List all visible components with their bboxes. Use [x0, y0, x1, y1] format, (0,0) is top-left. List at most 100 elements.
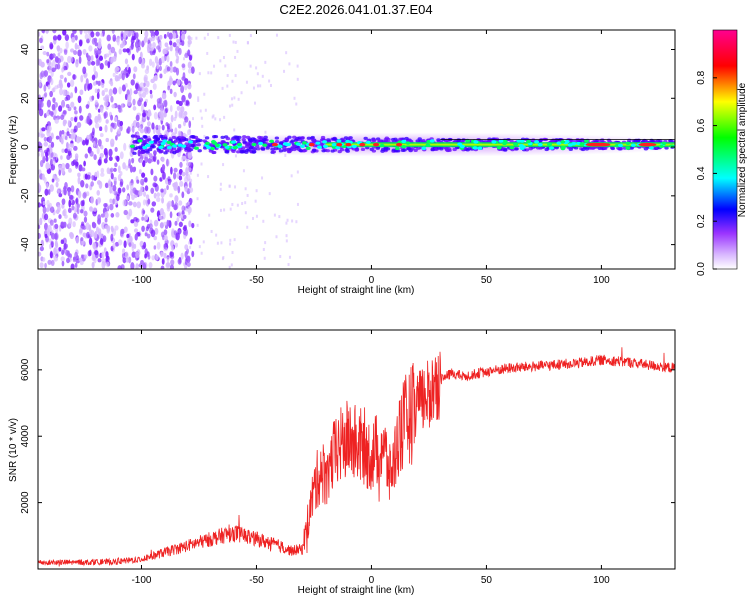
faint-cell [252, 86, 255, 90]
faint-cell [275, 33, 278, 37]
faint-cell [264, 130, 267, 134]
noise-cell [168, 32, 173, 40]
ridge-bright-cell [457, 142, 463, 146]
faint-cell [207, 175, 210, 179]
noise-cell [112, 184, 117, 192]
noise-cell [102, 235, 107, 243]
faint-cell [288, 62, 291, 66]
faint-cell [188, 241, 191, 245]
ridge-cell [417, 137, 422, 141]
noise-cell [164, 234, 168, 242]
noise-cell [76, 44, 80, 50]
noise-cell [151, 201, 157, 207]
noise-cell [110, 56, 114, 64]
noise-cell [110, 138, 115, 147]
faint-cell [296, 77, 299, 81]
noise-cell [153, 175, 158, 182]
noise-cell [133, 228, 139, 233]
spectrogram-x-tick-label: 100 [593, 275, 610, 286]
ridge-bright-cell [401, 145, 407, 149]
noise-cell [118, 48, 122, 55]
noise-cell [53, 247, 57, 256]
noise-cell [62, 30, 67, 36]
ridge-cell [383, 147, 388, 151]
noise-cell [188, 54, 193, 61]
noise-cell [187, 167, 192, 172]
ridge-cell [236, 150, 241, 154]
ridge-cell [256, 147, 261, 151]
noise-cell [63, 243, 68, 249]
ridge-cell [231, 149, 236, 153]
noise-cell [119, 43, 124, 49]
noise-cell [88, 82, 93, 90]
ridge-cell [159, 134, 164, 139]
faint-cell [212, 114, 215, 118]
noise-cell [85, 78, 89, 86]
ridge-cell [241, 146, 246, 150]
noise-cell [141, 225, 145, 232]
ridge-bright-cell [472, 146, 478, 150]
noise-cell [70, 101, 75, 108]
noise-cell [128, 66, 131, 75]
noise-cell [70, 128, 74, 134]
noise-cell [38, 169, 42, 175]
noise-cell [153, 104, 157, 111]
faint-cell [244, 187, 247, 191]
noise-cell [74, 251, 78, 259]
noise-cell [149, 30, 154, 34]
noise-cell [162, 171, 166, 180]
ridge-cell [284, 137, 290, 142]
noise-cell [88, 45, 93, 52]
noise-cell [129, 45, 134, 51]
ridge-bright-cell [518, 143, 524, 148]
faint-cell [201, 124, 204, 128]
noise-cell [96, 190, 100, 196]
noise-cell [42, 51, 47, 56]
noise-cell [143, 126, 149, 134]
noise-cell [70, 56, 74, 63]
ridge-bright-cell [625, 141, 631, 145]
ridge-bright-cell [209, 146, 215, 151]
noise-cell [166, 256, 170, 263]
noise-cell [52, 158, 56, 166]
noise-cell [181, 39, 185, 47]
noise-cell [181, 63, 186, 68]
noise-cell [188, 120, 192, 129]
noise-cell [169, 88, 173, 94]
ridge-cell [204, 136, 210, 140]
ridge-bright-cell [477, 146, 483, 150]
faint-cell [234, 154, 237, 158]
noise-cell [42, 206, 47, 214]
faint-cell [196, 173, 199, 177]
noise-cell [46, 147, 50, 152]
noise-cell [78, 105, 82, 114]
faint-cell [228, 33, 231, 37]
noise-cell [116, 155, 120, 162]
faint-cell [246, 41, 249, 45]
noise-cell [94, 99, 99, 106]
noise-cell [51, 178, 55, 183]
noise-cell [91, 37, 96, 45]
noise-cell [153, 235, 158, 241]
noise-cell [150, 46, 154, 52]
noise-cell [99, 62, 104, 70]
noise-cell [49, 90, 53, 98]
noise-cell [64, 135, 68, 141]
noise-cell [49, 111, 54, 116]
noise-cell [66, 131, 70, 136]
noise-cell [41, 127, 46, 132]
snr-panel: -100 -50 0 50 100 2000 4000 6000 Height of str… [8, 329, 676, 596]
spectrogram-x-tick-label: -100 [131, 275, 151, 286]
noise-cell [39, 72, 43, 80]
faint-cell [255, 214, 258, 218]
ridge-peak-cell [638, 142, 657, 147]
spectrogram-y-tick-label: -40 [20, 237, 31, 252]
noise-cell [61, 67, 64, 73]
noise-cell [141, 208, 145, 217]
noise-cell [180, 252, 184, 260]
noise-cell [83, 73, 88, 79]
noise-cell [43, 136, 48, 142]
noise-cell [188, 92, 192, 100]
ridge-cell [421, 139, 426, 143]
